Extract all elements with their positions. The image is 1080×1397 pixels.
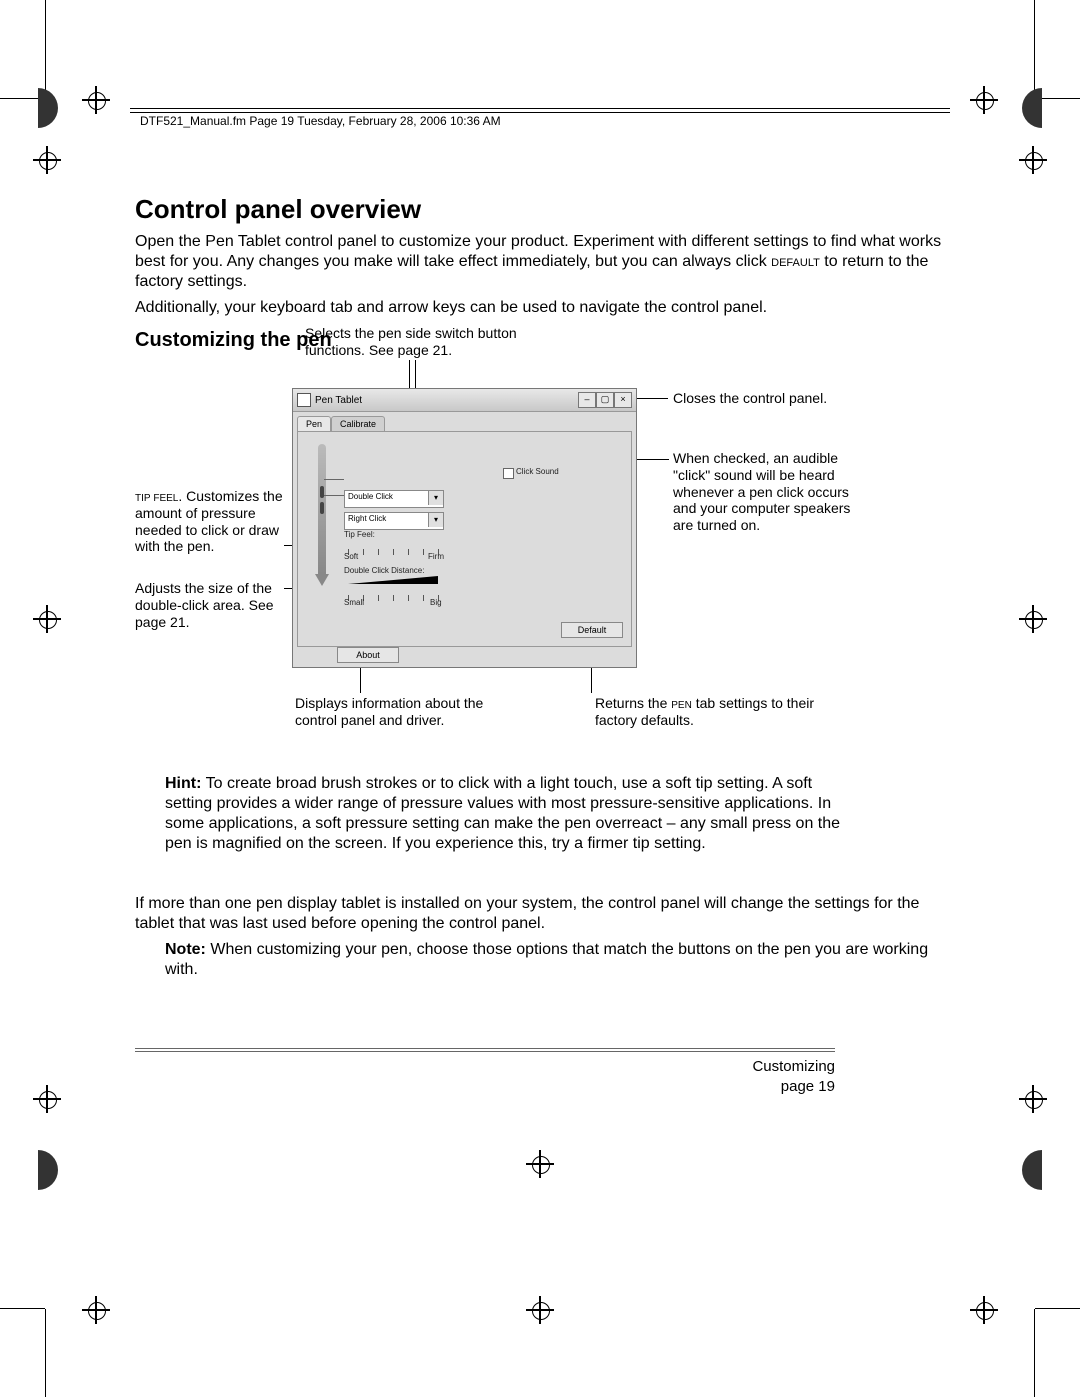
callout-line xyxy=(635,398,668,399)
registration-mark xyxy=(82,86,110,114)
registration-mark xyxy=(1019,605,1047,633)
default-button[interactable]: Default xyxy=(561,622,623,638)
tab-pen[interactable]: Pen xyxy=(297,416,331,431)
registration-mark xyxy=(526,1296,554,1324)
about-button[interactable]: About xyxy=(337,647,399,663)
intro-paragraph-1: Open the Pen Tablet control panel to cus… xyxy=(135,232,945,292)
registration-mark xyxy=(33,146,61,174)
pen-illustration xyxy=(315,444,329,574)
note-label: Note: xyxy=(165,941,206,958)
crop-mark xyxy=(45,0,46,98)
header-rule xyxy=(130,108,950,113)
dropdown-lower-switch[interactable]: Right Click xyxy=(344,512,444,530)
window-title: Pen Tablet xyxy=(315,395,362,406)
connector-line xyxy=(324,495,344,496)
callout-close: Closes the control panel. xyxy=(673,390,893,407)
print-mark xyxy=(38,88,58,128)
callout-tip-feel-label: Tip Feel xyxy=(135,488,178,504)
registration-mark xyxy=(526,1150,554,1178)
registration-mark xyxy=(33,1085,61,1113)
callout-side-switch: Selects the pen side switch button funct… xyxy=(305,325,545,359)
registration-mark xyxy=(1019,1085,1047,1113)
label-tip-feel: Tip Feel: xyxy=(344,530,375,539)
titlebar-left: Pen Tablet xyxy=(297,393,362,407)
print-mark xyxy=(1022,1150,1042,1190)
crop-mark xyxy=(1034,0,1035,98)
callout-about: Displays information about the control p… xyxy=(295,695,495,729)
print-mark xyxy=(1022,88,1042,128)
hint-block: Hint: To create broad brush strokes or t… xyxy=(135,774,945,860)
dropdown-upper-switch[interactable]: Double Click xyxy=(344,490,444,508)
slider-tip-feel[interactable] xyxy=(348,542,453,548)
intro-paragraph-2: Additionally, your keyboard tab and arro… xyxy=(135,298,945,318)
minimize-button[interactable]: – xyxy=(578,392,596,408)
panel-body: Double Click Right Click Tip Feel: Soft … xyxy=(297,431,632,647)
crop-mark xyxy=(1034,1309,1035,1397)
callout-default-pre: Returns the xyxy=(595,695,671,711)
print-mark xyxy=(38,1150,58,1190)
running-header: DTF521_Manual.fm Page 19 Tuesday, Februa… xyxy=(140,114,501,128)
label-dcd: Double Click Distance: xyxy=(344,566,424,575)
callout-tip-feel: Tip Feel. Customizes the amount of press… xyxy=(135,488,285,555)
registration-mark xyxy=(1019,146,1047,174)
registration-mark xyxy=(970,1296,998,1324)
checkbox-click-sound[interactable] xyxy=(503,468,514,479)
control-panel-window: Pen Tablet – ▢ × Pen Calibrate Double Cl… xyxy=(292,388,637,668)
callout-default: Returns the Pen tab settings to their fa… xyxy=(595,695,855,729)
registration-mark xyxy=(970,86,998,114)
footer-rule xyxy=(135,1048,835,1052)
hint-body: To create broad brush strokes or to clic… xyxy=(165,775,840,852)
window-icon xyxy=(297,393,311,407)
footer-section: Customizing xyxy=(640,1058,835,1075)
multi-tablet-text: If more than one pen display tablet is i… xyxy=(135,894,945,934)
label-soft: Soft xyxy=(344,552,358,561)
label-firm: Firm xyxy=(428,552,444,561)
maximize-button[interactable]: ▢ xyxy=(596,392,614,408)
note-body: When customizing your pen, choose those … xyxy=(165,941,928,978)
label-click-sound: Click Sound xyxy=(516,467,559,476)
slider-dcd[interactable] xyxy=(348,588,453,594)
label-big: Big xyxy=(430,598,442,607)
page-title: Control panel overview xyxy=(135,193,945,226)
slider-dcd-indicator xyxy=(348,576,438,584)
close-button[interactable]: × xyxy=(614,392,632,408)
footer-page: page 19 xyxy=(640,1078,835,1095)
registration-mark xyxy=(82,1296,110,1324)
note-block: Note: When customizing your pen, choose … xyxy=(135,940,945,986)
connector-line xyxy=(324,479,344,480)
label-small: Small xyxy=(344,598,364,607)
window-buttons: – ▢ × xyxy=(578,392,632,408)
crop-mark xyxy=(0,1308,45,1309)
callout-dbl-click: Adjusts the size of the double-click are… xyxy=(135,580,285,630)
multi-tablet-block: If more than one pen display tablet is i… xyxy=(135,894,945,940)
crop-mark xyxy=(45,1309,46,1397)
intro-default-word: Default xyxy=(771,253,820,270)
callout-default-pen: Pen xyxy=(671,695,692,711)
tab-bar: Pen Calibrate xyxy=(293,412,636,431)
crop-mark xyxy=(1035,1308,1080,1309)
callout-click-sound: When checked, an audible "click" sound w… xyxy=(673,450,873,534)
titlebar: Pen Tablet – ▢ × xyxy=(293,389,636,412)
tab-calibrate[interactable]: Calibrate xyxy=(331,416,385,431)
hint-label: Hint: xyxy=(165,775,201,792)
registration-mark xyxy=(33,605,61,633)
